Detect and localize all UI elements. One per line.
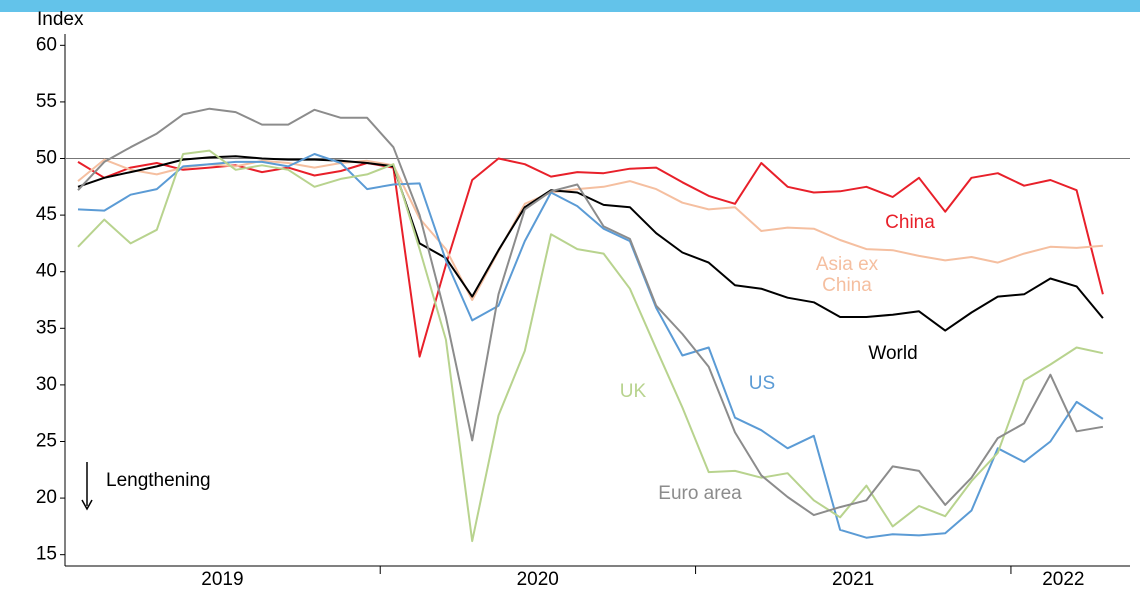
y-tick-label: 60 <box>36 34 57 55</box>
series-line <box>77 158 1103 301</box>
series-line <box>77 155 1104 332</box>
series-label: UK <box>620 381 647 402</box>
y-tick-label: 25 <box>36 431 57 452</box>
y-tick-label: 45 <box>36 204 57 225</box>
series-label: World <box>868 343 917 364</box>
x-tick-label: 2022 <box>1042 569 1084 589</box>
y-tick-label: 35 <box>36 317 57 338</box>
y-axis-label: Index <box>37 9 84 30</box>
series-line <box>77 157 1104 358</box>
series-label: Asia ex China <box>815 254 879 296</box>
header-band <box>0 0 1140 12</box>
series-line <box>77 153 1104 539</box>
series-line <box>77 107 1104 517</box>
y-tick-label: 40 <box>36 261 57 282</box>
series-label: China <box>885 212 935 233</box>
x-tick-label: 2019 <box>201 569 243 589</box>
arrow-head <box>81 499 93 511</box>
series-label: Euro area <box>658 483 742 504</box>
y-tick-label: 50 <box>36 148 57 169</box>
y-tick-label: 15 <box>36 544 57 565</box>
y-tick-label: 20 <box>36 487 57 508</box>
annotation: Lengthening <box>106 470 211 491</box>
y-tick-label: 30 <box>36 374 57 395</box>
series-line <box>77 149 1104 543</box>
x-tick-label: 2021 <box>832 569 874 589</box>
y-tick-label: 55 <box>36 91 57 112</box>
x-tick-label: 2020 <box>517 569 559 589</box>
series-label: US <box>749 373 775 394</box>
